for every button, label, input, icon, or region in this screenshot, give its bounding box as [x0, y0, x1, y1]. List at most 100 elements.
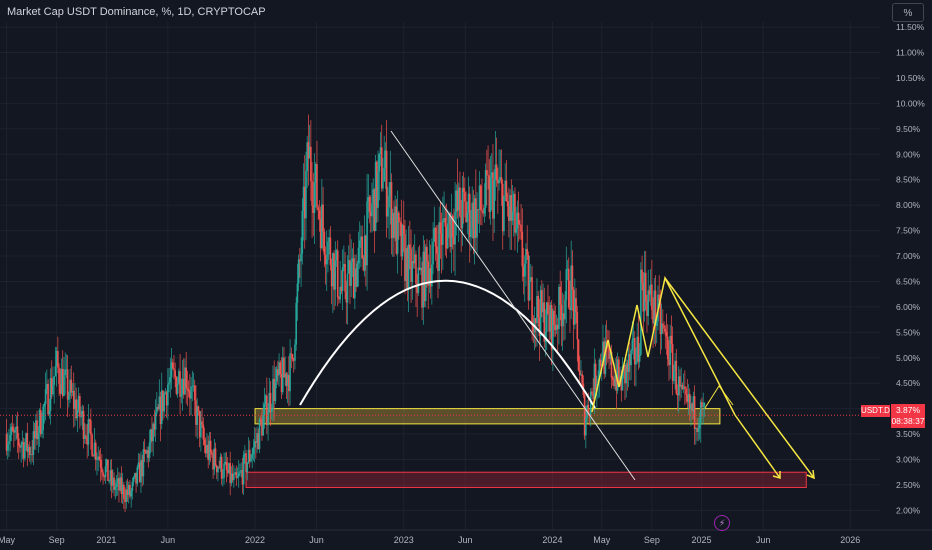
candle-body [244, 453, 246, 456]
candles [5, 114, 706, 513]
candle-body [547, 302, 549, 315]
candle-body [388, 195, 390, 208]
candle-body [494, 164, 497, 181]
candle-body [484, 170, 487, 209]
candle-body [46, 383, 48, 390]
candle-body [526, 248, 528, 255]
candle-body [368, 197, 371, 213]
candle-body [697, 428, 700, 432]
candle-body [132, 477, 135, 482]
candle-body [124, 498, 126, 503]
candle-body [310, 146, 312, 182]
candle-body [246, 462, 249, 473]
candle-body [438, 222, 440, 271]
candle-body [439, 222, 442, 234]
candle-body [115, 483, 118, 487]
candle-body [215, 465, 218, 473]
candle-body [280, 374, 283, 393]
candle-body [82, 410, 85, 440]
candle-body [581, 374, 583, 384]
x-tick-label: May [0, 535, 16, 545]
y-tick-label: 10.00% [896, 98, 925, 108]
candle-body [223, 463, 225, 478]
candle-body [515, 228, 517, 233]
candle-body [446, 223, 449, 249]
candle-body [250, 458, 252, 462]
candle-body [233, 474, 235, 481]
candle-body [433, 228, 436, 242]
y-tick-label: 9.00% [896, 149, 921, 159]
candle-body [671, 344, 674, 381]
candle-body [200, 421, 202, 438]
candle-body [162, 390, 164, 412]
candle-body [279, 362, 282, 375]
candle-body [87, 419, 90, 445]
candle-body [429, 268, 432, 287]
candle-body [55, 350, 58, 367]
candle-body [300, 253, 302, 262]
candle-body [10, 426, 13, 435]
candle-body [105, 459, 108, 467]
candle-body [504, 180, 506, 196]
candle-body [642, 282, 645, 312]
candle-body [340, 286, 343, 291]
candle-body [93, 442, 96, 456]
candle-body [631, 339, 634, 351]
candle-body [553, 310, 555, 326]
candle-body [394, 206, 396, 238]
candle-body [262, 414, 264, 436]
candle-body [322, 204, 324, 232]
candle-body [519, 224, 521, 226]
x-tick-label: Jun [309, 535, 324, 545]
candle-body [570, 265, 572, 311]
candle-body [173, 368, 175, 371]
candle-body [356, 263, 359, 287]
candle-body [487, 174, 489, 176]
candle-body [516, 212, 519, 229]
lightning-icon[interactable]: ⚡ [714, 515, 730, 531]
candle-body [576, 312, 579, 340]
percent-scale-button[interactable]: % [892, 3, 924, 22]
candle-body [363, 235, 366, 271]
candle-body [330, 264, 333, 287]
candle-body [434, 228, 437, 247]
candle-body [393, 212, 395, 238]
candle-body [674, 360, 676, 372]
arc-drawing [299, 279, 596, 409]
candle-body [362, 258, 365, 271]
candle-body [191, 386, 194, 388]
candle-body [76, 409, 79, 419]
candle-body [134, 472, 136, 478]
candle-body [42, 406, 44, 431]
candle-body [193, 385, 196, 401]
candle-body [648, 290, 651, 295]
candle-body [384, 150, 387, 169]
candle-body [120, 477, 123, 495]
candle-body [701, 402, 703, 408]
candle-body [398, 212, 400, 222]
candle-body [181, 378, 184, 395]
candle-body [202, 424, 205, 440]
candle-body [602, 341, 604, 366]
candle-body [396, 212, 399, 254]
candle-body [374, 161, 377, 232]
candle-body [234, 472, 236, 475]
candle-body [224, 461, 227, 464]
candle-body [167, 384, 169, 406]
candle-body [422, 251, 425, 308]
candle-body [297, 259, 300, 284]
candle-body [33, 431, 36, 439]
candle-body [270, 409, 273, 412]
candle-body [57, 350, 59, 368]
candle-body [108, 480, 110, 482]
y-tick-label: 9.50% [896, 124, 921, 134]
candle-body [68, 396, 70, 400]
x-tick-label: Jun [161, 535, 176, 545]
candle-body [74, 399, 76, 409]
candle-body [30, 454, 32, 456]
candle-body [343, 264, 345, 268]
candle-body [222, 477, 224, 479]
y-tick-label: 8.00% [896, 200, 921, 210]
candle-body [520, 224, 522, 232]
